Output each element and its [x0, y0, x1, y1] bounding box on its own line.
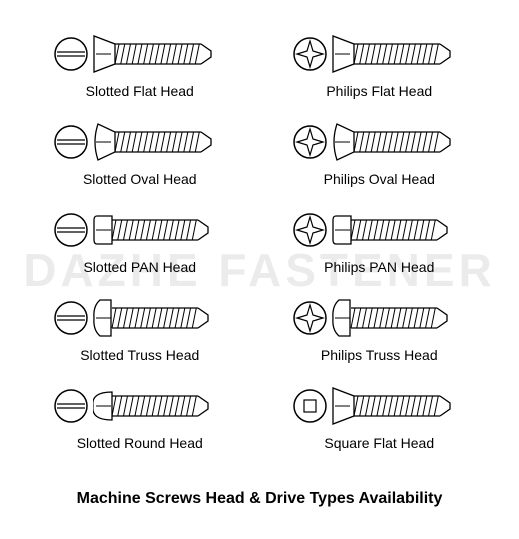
- philips-drive-icon: [292, 124, 328, 160]
- screw-cell: Slotted Round Head: [30, 372, 250, 460]
- screw-cell: Slotted Truss Head: [30, 284, 250, 372]
- screw-cell: Philips PAN Head: [270, 196, 490, 284]
- screw-label: Slotted Oval Head: [83, 171, 197, 187]
- screw-illustration: [292, 381, 466, 431]
- truss-head-screw-icon: [93, 296, 227, 340]
- pan-head-screw-icon: [93, 208, 227, 252]
- screw-grid: Slotted Flat Head Philips Flat Head Slotte…: [0, 0, 519, 460]
- screw-label: Slotted Truss Head: [80, 347, 199, 363]
- screw-cell: Slotted Flat Head: [30, 20, 250, 108]
- screw-cell: Philips Flat Head: [270, 20, 490, 108]
- screw-cell: Square Flat Head: [270, 372, 490, 460]
- slot-drive-icon: [53, 300, 89, 336]
- screw-illustration: [53, 29, 227, 79]
- screw-illustration: [53, 293, 227, 343]
- screw-label: Philips Flat Head: [326, 83, 432, 99]
- screw-label: Slotted Flat Head: [86, 83, 194, 99]
- philips-drive-icon: [292, 36, 328, 72]
- screw-illustration: [292, 117, 466, 167]
- screw-illustration: [292, 205, 466, 255]
- screw-label: Square Flat Head: [324, 435, 434, 451]
- philips-drive-icon: [292, 212, 328, 248]
- screw-label: Philips Oval Head: [324, 171, 435, 187]
- oval-head-screw-icon: [332, 120, 466, 164]
- truss-head-screw-icon: [332, 296, 466, 340]
- screw-illustration: [53, 117, 227, 167]
- flat-head-screw-icon: [93, 32, 227, 76]
- screw-illustration: [53, 381, 227, 431]
- round-head-screw-icon: [93, 384, 227, 428]
- screw-label: Slotted Round Head: [77, 435, 203, 451]
- page-title: Machine Screws Head & Drive Types Availa…: [0, 490, 519, 508]
- oval-head-screw-icon: [93, 120, 227, 164]
- screw-label: Philips Truss Head: [321, 347, 438, 363]
- slot-drive-icon: [53, 388, 89, 424]
- slot-drive-icon: [53, 212, 89, 248]
- philips-drive-icon: [292, 300, 328, 336]
- screw-label: Slotted PAN Head: [83, 259, 196, 275]
- slot-drive-icon: [53, 36, 89, 72]
- screw-cell: Slotted PAN Head: [30, 196, 250, 284]
- flat-head-screw-icon: [332, 384, 466, 428]
- screw-label: Philips PAN Head: [324, 259, 434, 275]
- screw-illustration: [292, 29, 466, 79]
- screw-illustration: [53, 205, 227, 255]
- screw-cell: Philips Oval Head: [270, 108, 490, 196]
- square-drive-icon: [292, 388, 328, 424]
- screw-illustration: [292, 293, 466, 343]
- slot-drive-icon: [53, 124, 89, 160]
- screw-cell: Slotted Oval Head: [30, 108, 250, 196]
- flat-head-screw-icon: [332, 32, 466, 76]
- screw-cell: Philips Truss Head: [270, 284, 490, 372]
- pan-head-screw-icon: [332, 208, 466, 252]
